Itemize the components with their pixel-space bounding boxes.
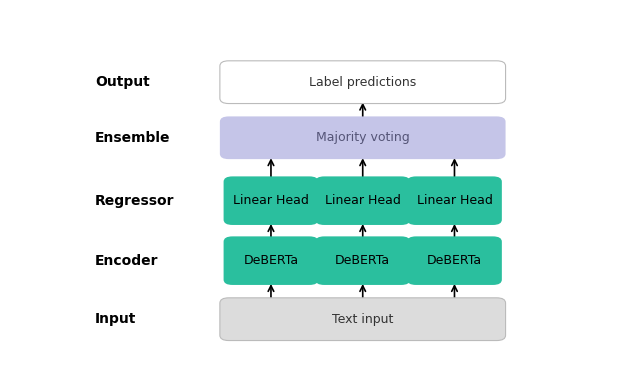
Text: Regressor: Regressor [95, 194, 174, 208]
FancyBboxPatch shape [407, 176, 502, 225]
Text: DeBERTa: DeBERTa [243, 254, 298, 267]
FancyBboxPatch shape [223, 176, 318, 225]
Text: Input: Input [95, 312, 136, 326]
Text: Linear Head: Linear Head [233, 194, 309, 207]
Text: Majority voting: Majority voting [316, 131, 410, 144]
Text: Text input: Text input [332, 313, 394, 326]
Text: Encoder: Encoder [95, 254, 158, 268]
Text: Linear Head: Linear Head [417, 194, 492, 207]
FancyBboxPatch shape [223, 236, 318, 285]
Text: Ensemble: Ensemble [95, 131, 170, 145]
FancyBboxPatch shape [316, 236, 410, 285]
Text: Output: Output [95, 75, 150, 89]
FancyBboxPatch shape [407, 236, 502, 285]
Text: Label predictions: Label predictions [309, 76, 417, 89]
Text: Linear Head: Linear Head [324, 194, 401, 207]
FancyBboxPatch shape [220, 298, 506, 340]
Text: DeBERTa: DeBERTa [335, 254, 390, 267]
FancyBboxPatch shape [220, 61, 506, 103]
FancyBboxPatch shape [220, 116, 506, 159]
Text: DeBERTa: DeBERTa [427, 254, 482, 267]
FancyBboxPatch shape [316, 176, 410, 225]
